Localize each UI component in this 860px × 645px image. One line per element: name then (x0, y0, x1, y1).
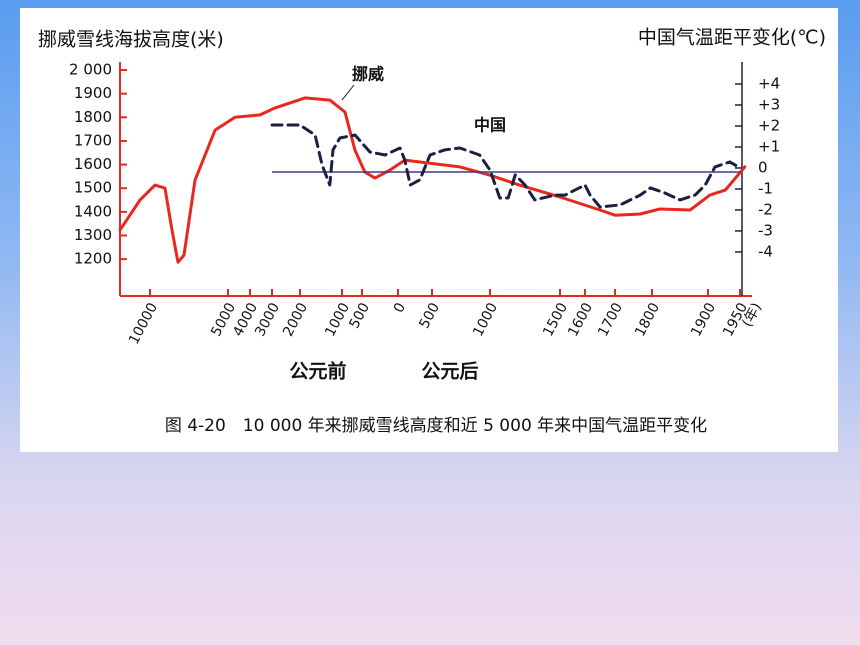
y2-tick-label: -4 (758, 242, 773, 260)
y2-tick-label: 0 (758, 158, 768, 176)
series-label: 中国 (474, 116, 506, 135)
y2-tick-label: +2 (758, 117, 780, 135)
y-tick-label: 1200 (74, 250, 112, 268)
y2-tick-label: -3 (758, 221, 773, 239)
figure-panel (20, 8, 838, 452)
y2-tick-label: +4 (758, 75, 780, 93)
series-label: 挪威 (352, 65, 384, 84)
y-tick-label: 2 000 (69, 61, 112, 79)
y-tick-label: 1400 (74, 202, 112, 220)
y-axis-title: 挪威雪线海拔高度(米) (38, 29, 224, 51)
y-tick-label: 1600 (74, 155, 112, 173)
series-line (270, 123, 742, 209)
y-tick-label: 1300 (74, 226, 112, 244)
figure-caption: 图 4-20 10 000 年来挪威雪线高度和近 5 000 年来中国气温距平变… (165, 416, 707, 436)
y-tick-label: 1700 (74, 131, 112, 149)
era-label: 公元前 (289, 360, 346, 383)
y2-axis-title: 中国气温距平变化(℃) (638, 27, 826, 49)
y2-tick-label: +1 (758, 137, 780, 155)
y-tick-label: 1800 (74, 108, 112, 126)
y-tick-label: 1900 (74, 84, 112, 102)
y2-tick-label: +3 (758, 96, 780, 114)
era-label: 公元后 (421, 361, 478, 383)
y-tick-label: 1500 (74, 179, 112, 197)
y2-tick-label: -1 (758, 179, 773, 197)
y2-tick-label: -2 (758, 200, 773, 218)
label-leader (341, 84, 355, 101)
